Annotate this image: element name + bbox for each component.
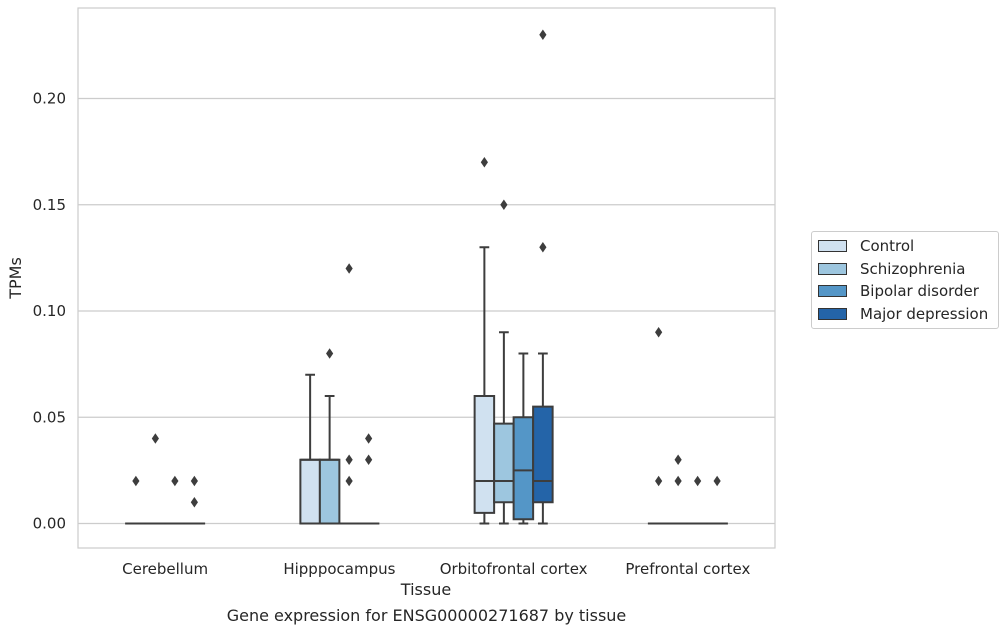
figure-caption: Gene expression for ENSG00000271687 by t… xyxy=(226,606,627,625)
outlier-point xyxy=(365,454,373,465)
box xyxy=(706,475,728,525)
outlier-point xyxy=(674,475,682,487)
x-tick-label: Hipppocampus xyxy=(283,560,395,578)
box-body xyxy=(512,416,535,521)
series-schizophrenia xyxy=(144,199,689,525)
box-series xyxy=(125,29,728,525)
outlier-point xyxy=(190,497,198,508)
outlier-point xyxy=(345,475,353,487)
y-tick-label: 0.00 xyxy=(33,515,66,533)
legend-label-schizophrenia: Schizophrenia xyxy=(860,259,966,278)
outlier-point xyxy=(345,263,353,274)
legend-swatch-major-depression xyxy=(818,307,847,320)
series-major-depression xyxy=(183,29,728,525)
legend-label-control: Control xyxy=(860,237,915,256)
box xyxy=(183,475,206,525)
x-axis-label: Tissue xyxy=(400,580,451,599)
legend-item-control: Control xyxy=(812,235,998,258)
legend-label-major-depression: Major depression xyxy=(860,304,989,323)
y-tick-labels: 0.00 0.05 0.10 0.15 0.20 xyxy=(33,90,66,533)
outlier-point xyxy=(151,433,159,444)
outlier-point xyxy=(694,475,702,487)
plot-area xyxy=(77,7,776,549)
outlier-point xyxy=(674,454,682,465)
legend-swatch-schizophrenia xyxy=(818,262,847,275)
y-tick-label: 0.15 xyxy=(33,196,66,214)
box xyxy=(164,475,186,525)
outlier-point xyxy=(326,348,334,359)
outlier-point xyxy=(655,327,663,338)
box-body xyxy=(299,458,321,525)
y-axis-label: TPMs xyxy=(6,257,25,300)
x-tick-label: Cerebellum xyxy=(122,560,208,578)
outlier-point xyxy=(345,454,353,465)
box-body xyxy=(532,405,554,504)
outlier-point xyxy=(190,475,198,487)
x-tick-labels: Cerebellum Hipppocampus Orbitofrontal cort… xyxy=(122,560,750,578)
outlier-point xyxy=(171,475,179,487)
outlier-point xyxy=(132,475,140,487)
outlier-point xyxy=(713,475,721,487)
x-tick-label: Orbitofrontal cortex xyxy=(440,560,588,578)
box xyxy=(667,454,689,525)
box-body xyxy=(318,458,341,525)
outlier-point xyxy=(480,157,488,168)
outlier-point xyxy=(500,199,508,210)
outlier-point xyxy=(539,242,547,253)
legend-swatch-bipolar-disorder xyxy=(818,285,847,298)
box xyxy=(318,348,341,525)
y-tick-label: 0.20 xyxy=(33,90,66,108)
box xyxy=(299,373,321,525)
outlier-point xyxy=(655,475,663,487)
x-tick-label: Prefrontal cortex xyxy=(625,560,750,578)
legend-label-bipolar-disorder: Bipolar disorder xyxy=(860,282,979,301)
outlier-point xyxy=(539,29,547,40)
y-tick-label: 0.10 xyxy=(33,302,66,320)
legend-item-schizophrenia: Schizophrenia xyxy=(812,258,998,281)
outlier-point xyxy=(365,433,373,444)
legend-swatch-control xyxy=(818,240,847,253)
box-body xyxy=(493,422,515,504)
legend-item-bipolar-disorder: Bipolar disorder xyxy=(812,280,998,303)
y-tick-label: 0.05 xyxy=(33,408,66,426)
box xyxy=(532,29,554,525)
box xyxy=(357,433,380,525)
box-body xyxy=(473,395,496,514)
legend-item-major-depression: Major depression xyxy=(812,303,998,326)
legend: Control Schizophrenia Bipolar disorder M… xyxy=(811,231,999,329)
box xyxy=(493,199,515,525)
